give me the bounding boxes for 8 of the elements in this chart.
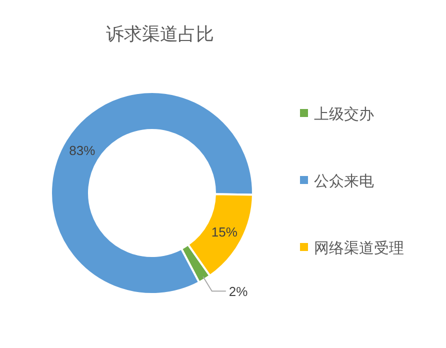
data-label: 2% — [228, 284, 248, 300]
legend-label: 上级交办 — [314, 106, 374, 123]
legend-label: 网络渠道受理 — [314, 240, 404, 257]
legend-label: 公众来电 — [314, 173, 374, 190]
data-label: 83% — [69, 143, 96, 158]
data-label: 15% — [211, 224, 238, 240]
donut-slice — [50, 91, 254, 295]
chart-title: 诉求渠道占比 — [106, 24, 214, 44]
